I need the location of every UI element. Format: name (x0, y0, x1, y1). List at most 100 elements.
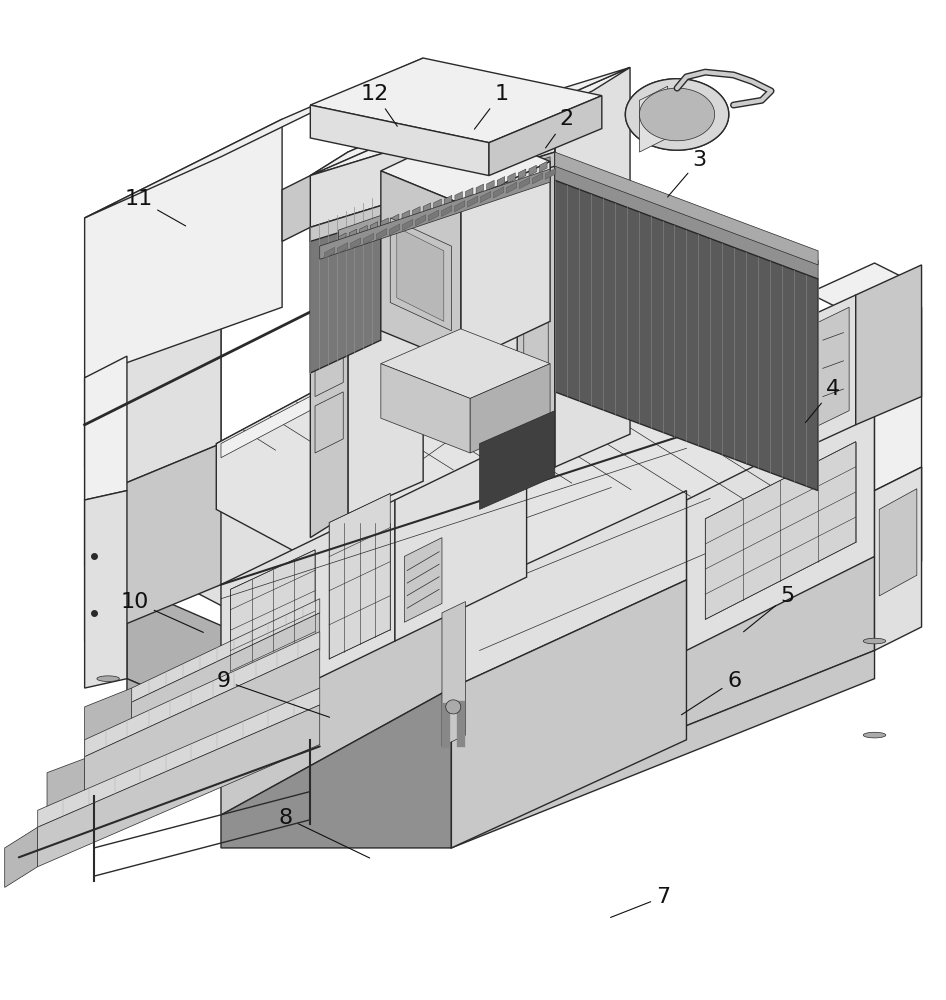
Polygon shape (465, 188, 473, 198)
Polygon shape (381, 218, 389, 228)
Polygon shape (412, 207, 420, 217)
Polygon shape (451, 580, 687, 848)
Polygon shape (879, 489, 917, 596)
Polygon shape (394, 436, 527, 641)
Polygon shape (498, 177, 505, 187)
Polygon shape (461, 161, 551, 364)
Polygon shape (518, 169, 526, 179)
Polygon shape (390, 224, 400, 235)
Text: 11: 11 (124, 189, 185, 226)
Polygon shape (315, 335, 343, 397)
Polygon shape (84, 491, 127, 688)
Polygon shape (706, 442, 856, 619)
Polygon shape (84, 303, 221, 500)
Polygon shape (329, 493, 391, 659)
Polygon shape (625, 79, 728, 150)
Polygon shape (310, 152, 554, 241)
Polygon shape (221, 599, 451, 815)
Text: 6: 6 (681, 671, 742, 715)
Polygon shape (529, 165, 536, 176)
Polygon shape (508, 173, 516, 183)
Polygon shape (392, 214, 399, 224)
Text: 8: 8 (279, 808, 370, 858)
Polygon shape (310, 119, 423, 176)
Polygon shape (554, 180, 818, 491)
Polygon shape (381, 129, 551, 204)
Polygon shape (554, 152, 818, 265)
Polygon shape (481, 191, 491, 203)
Polygon shape (282, 176, 310, 241)
Polygon shape (816, 307, 850, 427)
Polygon shape (315, 279, 343, 340)
Polygon shape (84, 688, 131, 759)
Polygon shape (377, 229, 387, 240)
Polygon shape (442, 602, 465, 746)
Polygon shape (127, 679, 451, 848)
Text: 4: 4 (805, 379, 840, 423)
Polygon shape (131, 599, 320, 702)
Polygon shape (442, 205, 452, 217)
Polygon shape (625, 79, 728, 150)
Text: 1: 1 (475, 84, 508, 129)
Polygon shape (339, 157, 551, 242)
Polygon shape (554, 161, 818, 279)
Polygon shape (217, 303, 809, 650)
Polygon shape (349, 229, 357, 240)
Polygon shape (402, 219, 412, 230)
Polygon shape (84, 649, 320, 796)
Polygon shape (96, 676, 119, 681)
Polygon shape (476, 184, 483, 194)
Polygon shape (856, 265, 921, 425)
Polygon shape (524, 280, 549, 391)
Polygon shape (381, 329, 551, 398)
Polygon shape (310, 100, 554, 227)
Polygon shape (451, 650, 874, 848)
Polygon shape (348, 119, 423, 514)
Polygon shape (480, 411, 554, 509)
Polygon shape (451, 491, 687, 688)
Polygon shape (451, 556, 874, 820)
Polygon shape (415, 215, 426, 226)
Polygon shape (370, 222, 377, 232)
Polygon shape (486, 180, 494, 191)
Text: 12: 12 (360, 84, 397, 126)
Polygon shape (359, 225, 367, 236)
Polygon shape (467, 196, 478, 207)
Polygon shape (874, 467, 921, 650)
Polygon shape (391, 218, 451, 331)
Polygon shape (381, 364, 470, 453)
Polygon shape (38, 688, 320, 827)
Polygon shape (639, 86, 668, 152)
Text: 7: 7 (610, 887, 670, 917)
Polygon shape (47, 759, 84, 810)
Polygon shape (84, 303, 221, 491)
Polygon shape (84, 58, 423, 218)
Polygon shape (423, 203, 430, 213)
Polygon shape (84, 119, 282, 378)
Polygon shape (494, 187, 504, 198)
Polygon shape (461, 317, 809, 458)
Polygon shape (221, 500, 394, 726)
Polygon shape (402, 210, 410, 221)
Polygon shape (38, 705, 320, 867)
Polygon shape (517, 67, 630, 124)
Polygon shape (221, 317, 461, 458)
Polygon shape (874, 307, 921, 491)
Polygon shape (433, 199, 441, 209)
Polygon shape (864, 638, 885, 644)
Polygon shape (310, 152, 348, 538)
Polygon shape (350, 238, 360, 249)
Polygon shape (324, 247, 335, 258)
Polygon shape (554, 67, 630, 467)
Polygon shape (455, 192, 463, 202)
Polygon shape (363, 233, 374, 244)
Polygon shape (489, 96, 602, 176)
Polygon shape (315, 392, 343, 453)
Polygon shape (320, 169, 551, 259)
Polygon shape (429, 210, 439, 221)
Polygon shape (84, 632, 320, 757)
Polygon shape (310, 105, 489, 176)
Polygon shape (687, 406, 874, 650)
Polygon shape (546, 168, 556, 179)
Polygon shape (517, 100, 554, 491)
